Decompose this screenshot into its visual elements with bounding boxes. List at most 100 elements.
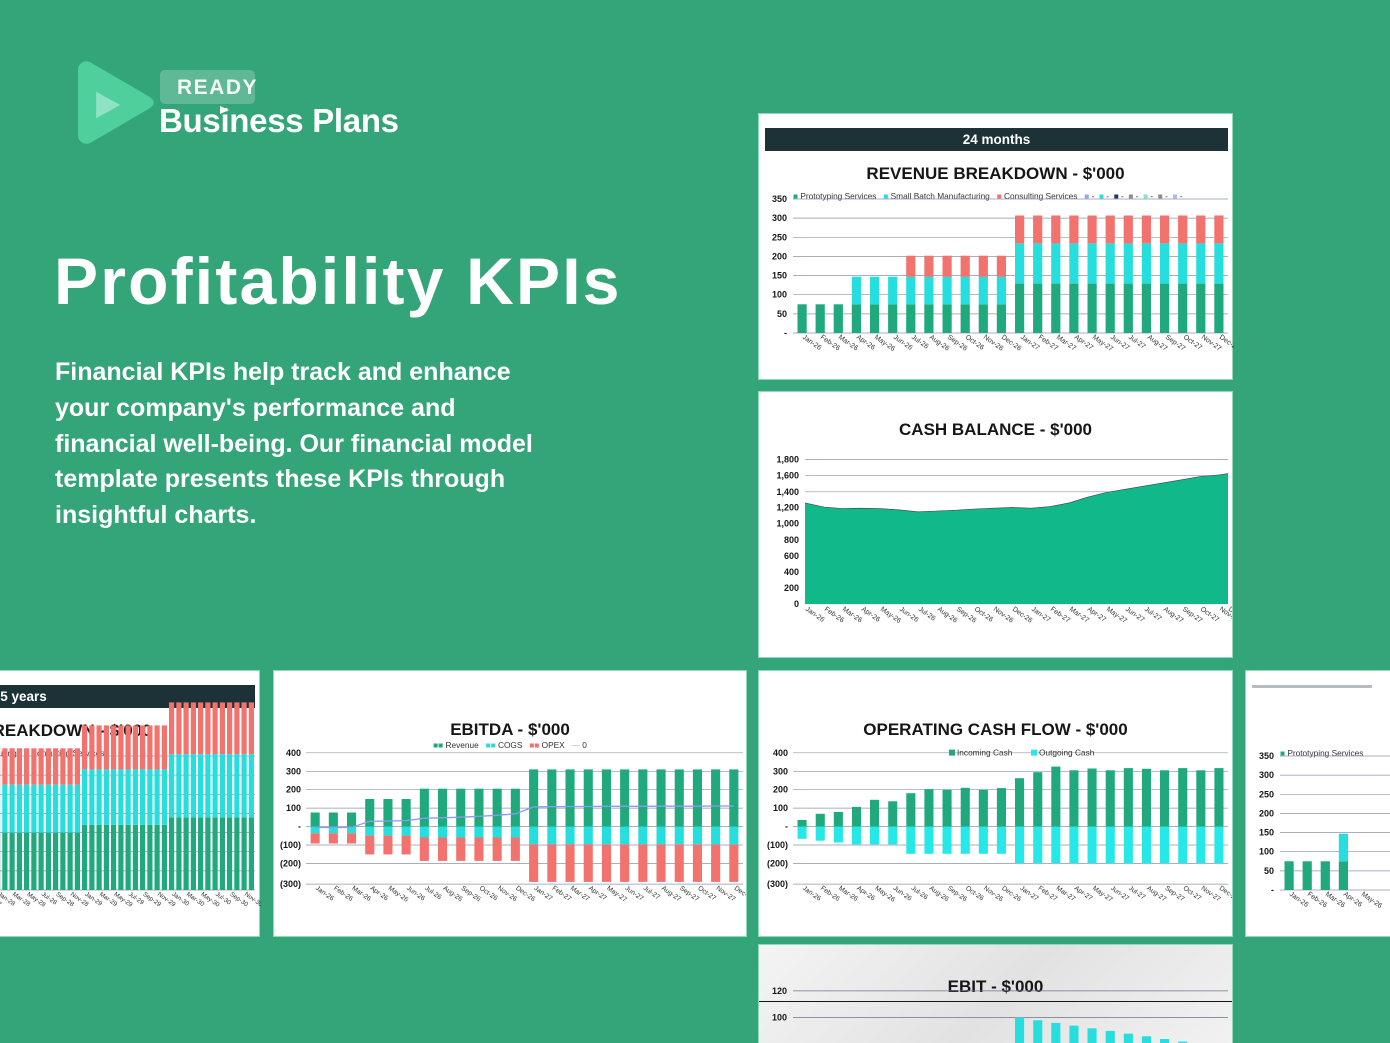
svg-text:Oct-26: Oct-26 (973, 606, 994, 624)
svg-text:50: 50 (1264, 866, 1274, 876)
svg-text:Dec-27: Dec-27 (733, 885, 747, 903)
svg-text:Incoming Cash: Incoming Cash (957, 748, 1013, 758)
svg-text:Jun-26: Jun-26 (898, 606, 920, 624)
svg-text:Mar-26: Mar-26 (841, 606, 863, 625)
svg-text:Mar-27: Mar-27 (1055, 885, 1077, 903)
svg-text:600: 600 (784, 551, 799, 561)
svg-text:Nov-26: Nov-26 (992, 606, 1015, 625)
svg-text:-: - (785, 822, 788, 832)
svg-text:250: 250 (772, 232, 787, 242)
svg-text:Feb-27: Feb-27 (1049, 606, 1071, 625)
svg-text:Jan-26: Jan-26 (801, 885, 822, 903)
svg-text:Jan-26: Jan-26 (801, 334, 823, 352)
svg-text:1,600: 1,600 (776, 471, 799, 481)
svg-text:Dec-27: Dec-27 (1218, 885, 1233, 903)
svg-text:Jul-27: Jul-27 (1143, 606, 1163, 623)
svg-text:Jul-27: Jul-27 (642, 885, 661, 901)
svg-text:Apr-26: Apr-26 (369, 885, 390, 903)
svg-text:Jun-26: Jun-26 (405, 885, 426, 903)
svg-text:Aug-26: Aug-26 (936, 606, 959, 625)
svg-text:Mar-26: Mar-26 (837, 885, 859, 903)
svg-text:Jan-26: Jan-26 (804, 606, 826, 624)
svg-text:(200): (200) (767, 858, 788, 868)
svg-text:Jan-27: Jan-27 (532, 885, 553, 903)
svg-text:Dec-26: Dec-26 (514, 885, 536, 903)
svg-text:Feb-26: Feb-26 (332, 885, 354, 903)
svg-text:May-26: May-26 (873, 334, 896, 353)
svg-text:300: 300 (772, 213, 787, 223)
svg-text:Oct-26: Oct-26 (478, 885, 499, 903)
svg-text:1,000: 1,000 (776, 519, 799, 529)
svg-text:350: 350 (772, 194, 787, 204)
svg-text:Apr-26: Apr-26 (860, 606, 881, 624)
svg-text:-: - (298, 822, 301, 832)
svg-text:Nov-27: Nov-27 (1200, 885, 1222, 903)
svg-text:50: 50 (777, 309, 787, 319)
svg-text:(200): (200) (280, 858, 301, 868)
svg-text:(300): (300) (280, 879, 301, 889)
svg-text:Jun-27: Jun-27 (1109, 885, 1130, 903)
svg-text:Mar-26: Mar-26 (350, 885, 372, 903)
svg-text:300: 300 (773, 766, 788, 776)
svg-text:400: 400 (286, 748, 301, 758)
svg-text:1,800: 1,800 (776, 455, 799, 465)
svg-text:Feb-27: Feb-27 (551, 885, 573, 903)
svg-text:Jul-26: Jul-26 (910, 334, 930, 351)
svg-text:Mar-27: Mar-27 (569, 885, 591, 903)
svg-text:400: 400 (773, 748, 788, 758)
svg-text:Dec-26: Dec-26 (1011, 606, 1034, 625)
svg-text:Oct-27: Oct-27 (1182, 334, 1203, 352)
svg-text:Oct-27: Oct-27 (1199, 606, 1220, 624)
svg-text:Jun-27: Jun-27 (1124, 606, 1146, 624)
svg-text:-: - (1271, 885, 1274, 895)
svg-text:100: 100 (772, 1013, 787, 1023)
svg-text:Apr-26: Apr-26 (855, 334, 876, 352)
svg-text:200: 200 (286, 785, 301, 795)
svg-text:Oct-26: Oct-26 (964, 334, 985, 352)
svg-text:Oct-27: Oct-27 (696, 885, 717, 903)
svg-text:Sep-27: Sep-27 (678, 885, 700, 903)
svg-text:Jul-27: Jul-27 (1127, 885, 1146, 901)
svg-text:350: 350 (1259, 751, 1274, 761)
svg-text:Apr-27: Apr-27 (587, 885, 608, 903)
svg-text:May-26: May-26 (1360, 891, 1383, 910)
svg-text:Jun-27: Jun-27 (623, 885, 644, 903)
svg-text:250: 250 (1259, 789, 1274, 799)
svg-text:Jul-26: Jul-26 (917, 606, 937, 623)
svg-text:100: 100 (772, 290, 787, 300)
svg-text:1,200: 1,200 (776, 503, 799, 513)
svg-text:Jun-26: Jun-26 (892, 885, 913, 903)
svg-text:May-26: May-26 (879, 606, 902, 625)
svg-text:Feb-26: Feb-26 (819, 885, 841, 903)
svg-text:1,400: 1,400 (776, 487, 799, 497)
svg-text:150: 150 (1259, 828, 1274, 838)
svg-text:Sep-27: Sep-27 (1163, 885, 1185, 903)
svg-text:Outgoing Cash: Outgoing Cash (1039, 748, 1095, 758)
svg-text:120: 120 (772, 986, 787, 996)
svg-text:Aug-27: Aug-27 (1145, 885, 1167, 903)
svg-text:Nov-27: Nov-27 (715, 885, 737, 903)
svg-text:(300): (300) (767, 879, 788, 889)
svg-text:Jan-27: Jan-27 (1019, 334, 1041, 352)
svg-text:0: 0 (794, 599, 799, 609)
svg-text:Oct-27: Oct-27 (1182, 885, 1203, 903)
svg-text:Dec-26: Dec-26 (1000, 885, 1022, 903)
svg-text:Sep-26: Sep-26 (946, 885, 968, 903)
svg-text:Jan-27: Jan-27 (1030, 606, 1052, 624)
svg-text:Jan-26: Jan-26 (314, 885, 335, 903)
svg-text:300: 300 (286, 766, 301, 776)
svg-text:(100): (100) (767, 840, 788, 850)
svg-text:Oct-26: Oct-26 (964, 885, 985, 903)
svg-text:Nov-26: Nov-26 (982, 885, 1004, 903)
svg-text:Jul-26: Jul-26 (910, 885, 929, 901)
svg-text:Sep-26: Sep-26 (460, 885, 482, 903)
svg-text:Aug-27: Aug-27 (1162, 606, 1185, 625)
svg-text:100: 100 (286, 803, 301, 813)
svg-text:200: 200 (784, 583, 799, 593)
svg-text:Jul-26: Jul-26 (423, 885, 442, 901)
svg-text:Jan-27: Jan-27 (1018, 885, 1039, 903)
svg-text:Apr-27: Apr-27 (1073, 334, 1094, 352)
svg-text:Apr-27: Apr-27 (1073, 885, 1094, 903)
svg-text:Jun-26: Jun-26 (892, 334, 914, 352)
svg-text:(100): (100) (280, 840, 301, 850)
